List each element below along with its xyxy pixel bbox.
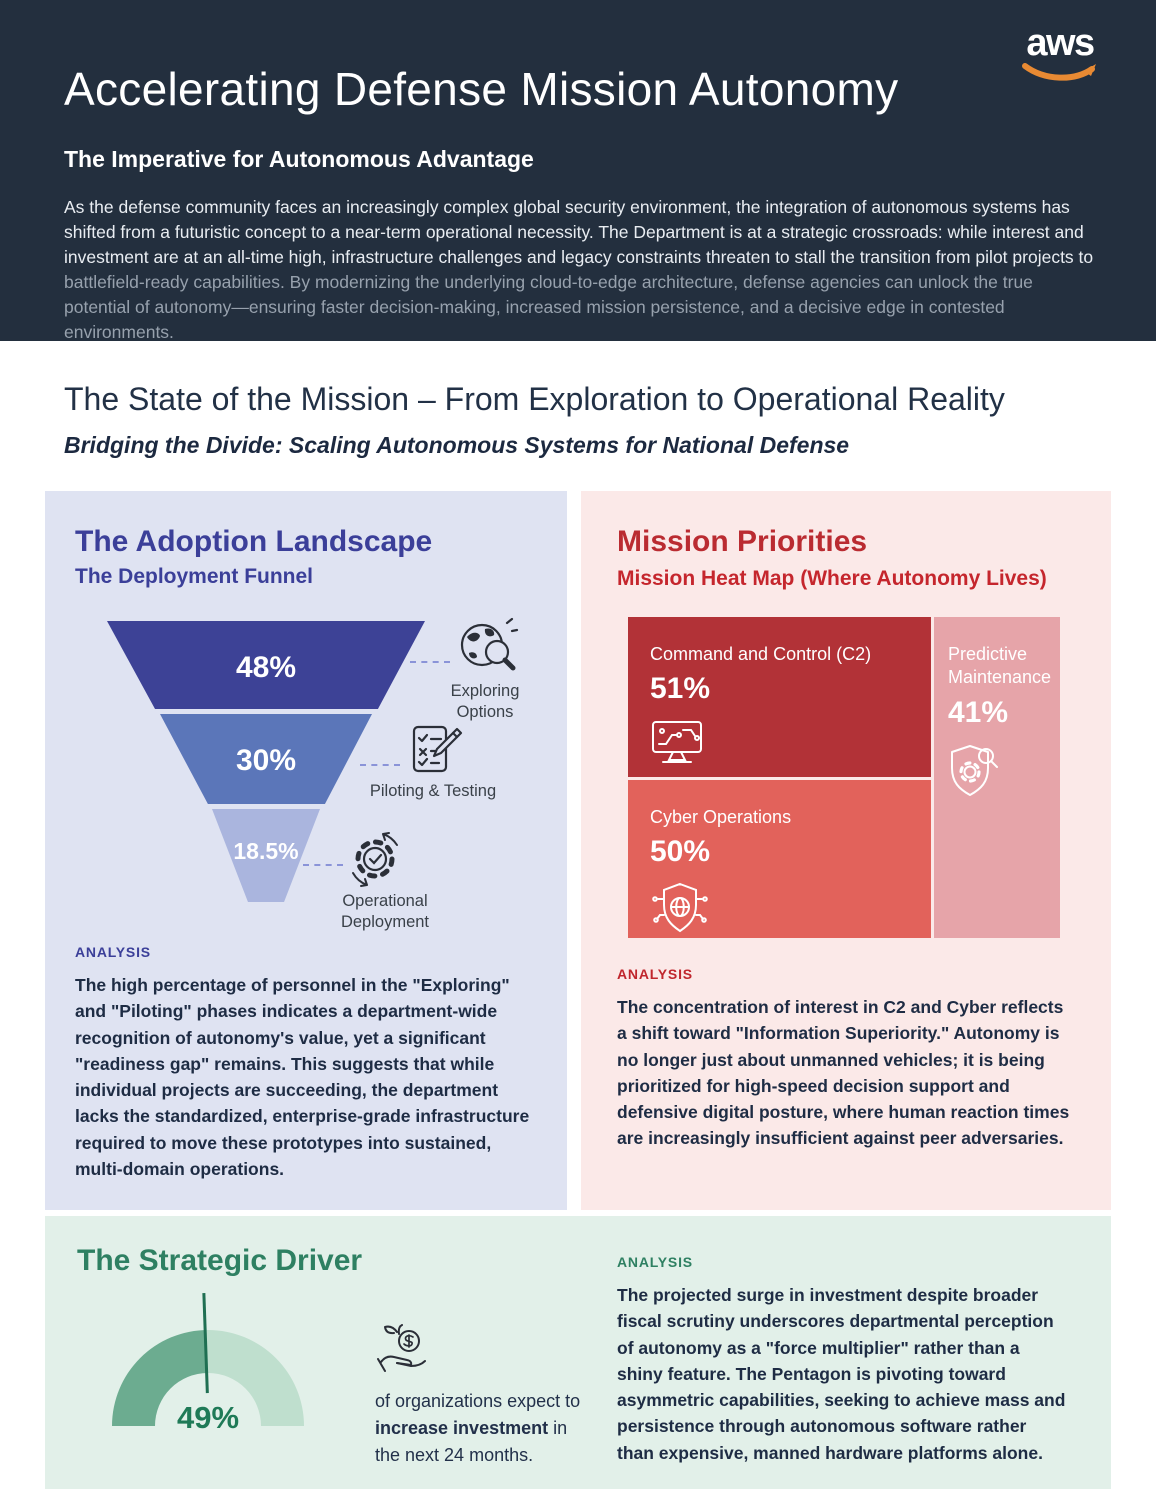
maintenance-shield-icon: [951, 744, 998, 796]
heatmap-label: Cyber Operations: [650, 807, 792, 827]
priorities-analysis-label: ANALYSIS: [617, 966, 693, 982]
funnel-segment-exploring: [107, 621, 425, 709]
driver-analysis-label: ANALYSIS: [617, 1254, 693, 1270]
heatmap-label: Predictive Maintenance: [948, 644, 1052, 688]
checklist-pencil-icon: [412, 725, 463, 773]
page-title: Accelerating Defense Mission Autonomy: [64, 63, 899, 115]
strategic-driver-card: The Strategic Driver 49% o: [45, 1216, 1111, 1489]
header-banner: aws Accelerating Defense Mission Autonom…: [0, 0, 1156, 342]
heatmap-value: 50%: [650, 835, 711, 869]
funnel-value-piloting: 30%: [235, 744, 297, 777]
header-subtitle: The Imperative for Autonomous Advantage: [64, 146, 534, 172]
mission-heatmap-chart: Command and Control (C2) 51% Predictive …: [628, 617, 1075, 938]
section-subtitle: Bridging the Divide: Scaling Autonomous …: [64, 432, 850, 458]
deployment-funnel-chart: 48% 30% 18.5%: [75, 609, 537, 931]
gauge-chart: 49%: [93, 1280, 323, 1442]
globe-magnifier-icon: [460, 617, 519, 671]
heatmap-label: Command and Control (C2): [650, 644, 872, 664]
heatmap-block-predictive-maintenance: Predictive Maintenance 41%: [934, 617, 1060, 938]
aws-logo: aws: [1020, 24, 1100, 91]
heatmap-block-command-control: Command and Control (C2) 51%: [628, 617, 931, 777]
heatmap-value: 51%: [650, 672, 711, 706]
gear-sync-icon: [352, 832, 398, 887]
adoption-landscape-card: The Adoption Landscape The Deployment Fu…: [45, 491, 567, 1210]
command-monitor-icon: [652, 721, 702, 764]
intro-text-bright: As the defense community faces an increa…: [64, 197, 1094, 268]
cyber-shield-icon: [652, 883, 708, 933]
funnel-connector-line: [410, 661, 450, 663]
note-before: of organizations expect to: [375, 1391, 581, 1411]
driver-title: The Strategic Driver: [77, 1244, 363, 1277]
funnel-label-exploring: Exploring Options: [450, 682, 520, 722]
gauge-value: 49%: [176, 1400, 240, 1435]
driver-note: of organizations expect to increase inve…: [375, 1280, 590, 1469]
cards-row: The Adoption Landscape The Deployment Fu…: [0, 491, 1156, 1210]
aws-smile-icon: [1022, 63, 1096, 81]
investment-hand-icon: [377, 1324, 426, 1372]
heatmap-block-cyber-operations: Cyber Operations 50%: [628, 780, 931, 938]
priorities-title: Mission Priorities: [617, 525, 868, 558]
strategic-driver-left: The Strategic Driver 49% o: [45, 1216, 605, 1489]
funnel-connector-line: [303, 864, 343, 866]
driver-analysis-text: The projected surge in investment despit…: [617, 1285, 1066, 1463]
adoption-analysis-label: ANALYSIS: [75, 944, 151, 960]
intro-text-dim: battlefield-ready capabilities. By moder…: [64, 272, 1033, 343]
section-title: The State of the Mission – From Explorat…: [64, 381, 1005, 417]
adoption-analysis-text: The high percentage of personnel in the …: [75, 975, 530, 1179]
priorities-analysis-text: The concentration of interest in C2 and …: [617, 997, 1070, 1149]
driver-visual: 49% of organizations expect to increase …: [77, 1280, 605, 1469]
aws-logo-text: aws: [1026, 22, 1095, 64]
mission-priorities-card: Mission Priorities Mission Heat Map (Whe…: [581, 491, 1111, 1210]
strategic-driver-right: ANALYSIS The projected surge in investme…: [605, 1216, 1111, 1489]
adoption-subtitle: The Deployment Funnel: [75, 565, 314, 588]
funnel-connector-line: [360, 764, 400, 766]
note-bold: increase investment: [375, 1418, 549, 1438]
funnel-label-piloting: Piloting & Testing: [369, 782, 497, 800]
section-heading: The State of the Mission – From Explorat…: [0, 381, 1156, 459]
funnel-label-operational: Operational Deployment: [340, 892, 430, 932]
intro-paragraph: As the defense community faces an increa…: [64, 195, 1099, 345]
heatmap-value: 41%: [948, 695, 1009, 729]
priorities-subtitle: Mission Heat Map (Where Autonomy Lives): [617, 567, 1047, 590]
funnel-value-operational: 18.5%: [233, 838, 299, 864]
funnel-value-exploring: 48%: [235, 651, 297, 684]
adoption-title: The Adoption Landscape: [75, 525, 433, 558]
driver-note-text: of organizations expect to increase inve…: [375, 1388, 590, 1469]
